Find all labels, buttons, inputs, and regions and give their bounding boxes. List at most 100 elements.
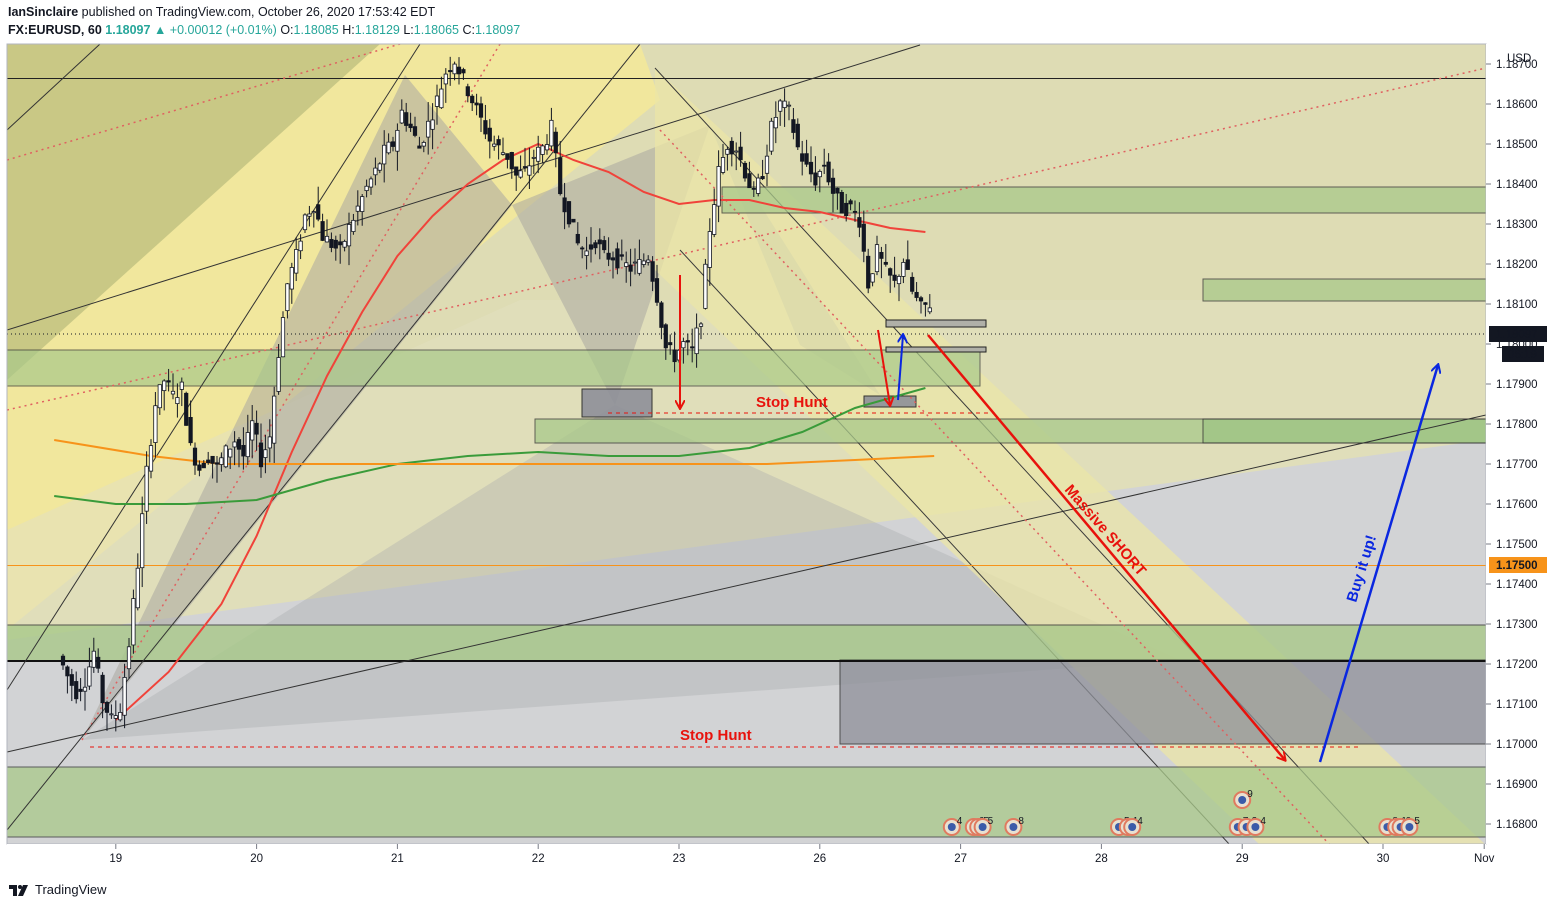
candle-body (822, 164, 827, 167)
candle-body (817, 171, 822, 178)
candle-body (179, 381, 184, 390)
candle-body (373, 167, 378, 176)
candle-body (602, 240, 607, 251)
candles (60, 56, 932, 732)
price-tick-label: 1.17600 (1496, 499, 1538, 511)
price-tick-label: 1.17000 (1496, 739, 1538, 751)
event-count: 8 (1018, 816, 1024, 827)
candle-body (245, 432, 250, 458)
candle-body (641, 260, 646, 265)
candle-body (113, 715, 118, 719)
time-tick-label: 28 (1095, 853, 1108, 865)
economic-event-badge[interactable]: 5 (973, 816, 994, 836)
candle-body (514, 166, 519, 176)
economic-event-badge[interactable]: 5 (1400, 816, 1420, 836)
high-value: 1.18129 (354, 23, 400, 37)
time-axis[interactable]: 19 20 21 22 23 26 27 28 29 30 Nov (7, 844, 1495, 872)
time-tick-label: 30 (1377, 853, 1390, 865)
candle-body (162, 380, 167, 392)
economic-event-badge[interactable]: 4 (942, 816, 963, 836)
candle-body (386, 141, 391, 154)
candle-body (606, 252, 611, 260)
change-value: +0.00012 (+0.01%) (169, 23, 277, 37)
candle-body (584, 250, 589, 256)
open-label: O: (280, 23, 294, 37)
candle-body (100, 674, 105, 704)
event-count: 4 (1260, 816, 1266, 827)
pitchfork-line-1 (7, 44, 101, 131)
candle-body (408, 123, 413, 129)
candle-body (329, 239, 334, 248)
candle-body (360, 196, 365, 212)
candle-body (870, 273, 875, 283)
candle-body (690, 346, 695, 349)
last-price-value: 1.18097 (105, 23, 151, 37)
candle-body (773, 116, 778, 129)
candle-body (663, 324, 668, 349)
candle-body (522, 166, 528, 168)
candle-body (540, 145, 545, 155)
candle-body (848, 200, 853, 205)
candle-body (694, 327, 699, 355)
candle-body (382, 144, 387, 165)
candle-body (258, 442, 264, 468)
candle-body (918, 297, 924, 302)
candle-body (566, 201, 572, 225)
candle-body (210, 455, 215, 464)
candle-body (791, 119, 796, 133)
flag-center-icon (1009, 823, 1018, 831)
candle-body (839, 192, 844, 214)
candle-body (830, 177, 836, 194)
candle-body (536, 146, 541, 162)
candle-body (764, 155, 770, 174)
candle-body (734, 150, 739, 153)
candle-body (342, 241, 347, 248)
time-tick-label: 19 (109, 853, 122, 865)
demand-zone-dark (839, 659, 1486, 745)
candle-body (298, 240, 303, 252)
price-axis[interactable]: USD 1.16800 1.16900 1.17000 1.17100 1.17200 1… (1486, 44, 1548, 844)
event-count: 5 (1414, 816, 1420, 827)
economic-event-badge[interactable]: 8 (1004, 816, 1024, 836)
economic-event-badge[interactable]: 9 (1233, 789, 1253, 809)
economic-event-badge[interactable]: 4 (1246, 816, 1266, 836)
event-badges[interactable]: 4655851497248105 (942, 789, 1421, 836)
price-tick-label: 1.17100 (1496, 699, 1538, 711)
candle-body (892, 274, 897, 281)
economic-event-badge[interactable]: 4 (1123, 816, 1143, 836)
price-tick-label: 1.18600 (1496, 99, 1538, 111)
candle-body (333, 239, 338, 249)
candle-body (412, 126, 418, 136)
candle-body (756, 177, 761, 194)
author-name[interactable]: IanSinclaire (8, 5, 79, 19)
candle-body (338, 241, 343, 246)
candle-body (241, 445, 246, 457)
chart-header: IanSinclaire published on TradingView.co… (8, 2, 1548, 40)
last-price-tag-label: 1.18097 (1496, 329, 1538, 341)
candle-body (509, 152, 514, 170)
tradingview-logo-icon[interactable] (8, 882, 30, 898)
candle-body (800, 153, 805, 162)
candle-body (628, 264, 633, 272)
price-tick-label: 1.17800 (1496, 419, 1538, 431)
time-tick-label: 22 (532, 853, 545, 865)
harmonic-xab (82, 75, 512, 740)
event-count: 4 (1137, 816, 1143, 827)
candle-body (646, 259, 651, 263)
target-box-2 (885, 346, 987, 353)
tradingview-brand[interactable]: TradingView (35, 882, 107, 897)
published-text: published on TradingView.com, October 26… (81, 5, 436, 19)
time-tick-label: Nov (1474, 853, 1495, 865)
candle-body (272, 395, 277, 444)
candle-body (465, 86, 470, 97)
candle-body (430, 119, 435, 130)
candle-body (461, 69, 466, 74)
candle-body (170, 390, 176, 395)
candle-body (82, 686, 88, 692)
candle-body (140, 513, 145, 569)
candle-body (228, 448, 233, 458)
symbol-label[interactable]: FX:EURUSD, 60 (8, 23, 102, 37)
candle-body (474, 102, 479, 106)
time-tick-label: 26 (813, 853, 826, 865)
